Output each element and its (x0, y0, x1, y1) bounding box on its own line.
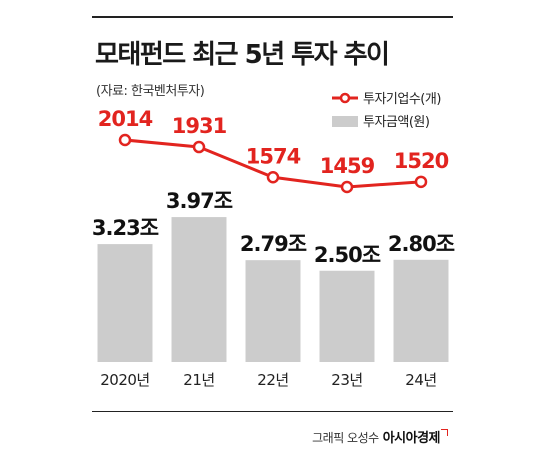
line-value-label-3: 1459 (320, 154, 375, 178)
chart-source: (자료: 한국벤처투자) (96, 84, 205, 99)
legend-bar-label: 투자금액(원) (363, 115, 429, 130)
credit-author: 그래픽 오성수 (312, 431, 379, 445)
line-value-label-2: 1574 (246, 144, 301, 168)
line-labels: 2014 1931 1574 1459 1520 (98, 107, 450, 178)
legend: 투자기업수(개) 투자금액(원) (332, 92, 441, 130)
line-point-3 (340, 180, 354, 194)
legend-bar-swatch (332, 116, 358, 127)
x-tick-label-0: 2020년 (100, 371, 149, 389)
bar-0 (97, 244, 153, 362)
line-point-1 (192, 140, 206, 154)
x-tick-label-4: 24년 (405, 371, 436, 389)
bar-value-label-4: 2.80조 (388, 232, 455, 256)
bar-4 (393, 259, 449, 362)
bar-1 (171, 217, 227, 362)
line-series (118, 133, 428, 194)
bar-series (97, 217, 449, 362)
x-tick-label-1: 21년 (183, 371, 214, 389)
line-point-0 (118, 133, 132, 147)
x-axis-labels: 2020년 21년 22년 23년 24년 (100, 371, 437, 389)
chart-title: 모태펀드 최근 5년 투자 추이 (95, 40, 390, 70)
bar-value-label-1: 3.97조 (166, 189, 233, 213)
x-tick-label-3: 23년 (331, 371, 362, 389)
bottom-rule (92, 411, 453, 412)
legend-line-label: 투자기업수(개) (363, 92, 441, 107)
credit-brand: 아시아경제 (382, 431, 441, 446)
bar-labels: 3.23조 3.97조 2.79조 2.50조 2.80조 (92, 189, 456, 267)
bar-value-label-3: 2.50조 (314, 243, 381, 267)
line-point-2 (266, 171, 280, 184)
top-rule (92, 16, 453, 18)
legend-line-marker (339, 92, 351, 104)
credit: 그래픽 오성수 아시아경제 (312, 427, 448, 446)
bar-value-label-2: 2.79조 (240, 232, 307, 256)
bar-2 (245, 260, 301, 362)
bar-value-label-0: 3.23조 (92, 216, 159, 240)
line-point-4 (414, 175, 428, 189)
x-tick-label-2: 22년 (257, 371, 288, 389)
bar-3 (319, 270, 375, 362)
brand-mark-icon (441, 429, 448, 436)
line-value-label-1: 1931 (172, 114, 227, 138)
line-value-label-4: 1520 (394, 149, 449, 173)
line-value-label-0: 2014 (98, 107, 153, 131)
